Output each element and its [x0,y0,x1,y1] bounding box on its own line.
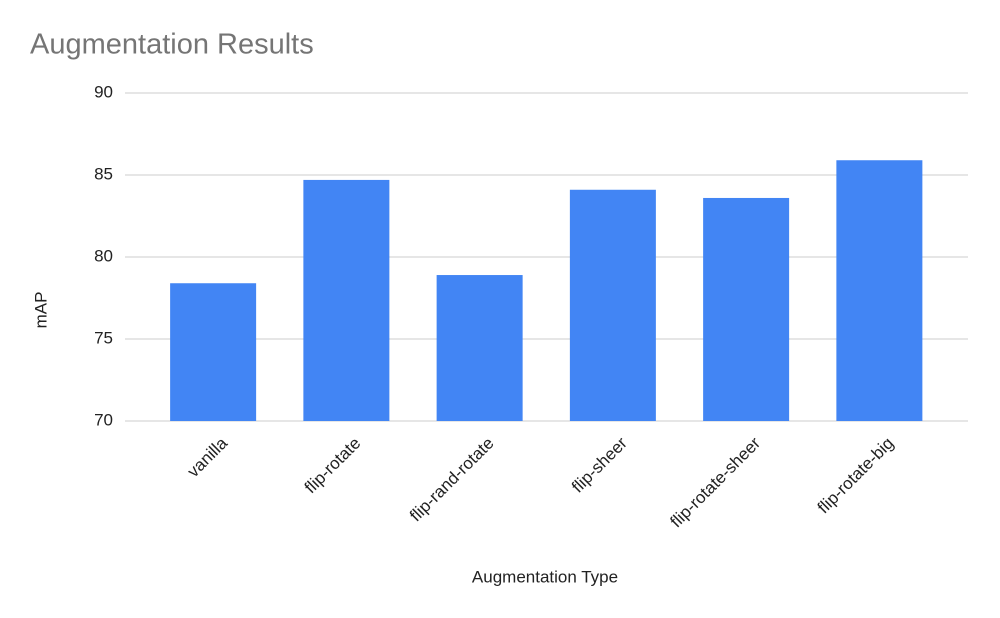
y-tick-label: 80 [94,246,113,265]
bar [303,179,390,421]
y-axis-label: mAP [31,292,50,329]
y-tick-label: 90 [94,82,113,101]
bar [703,197,790,421]
bar [170,283,257,421]
y-tick-label: 75 [94,328,113,347]
bar [836,160,923,422]
bar [436,275,523,421]
chart-title: Augmentation Results [30,29,314,61]
y-tick-label: 70 [94,410,113,429]
x-axis-label: Augmentation Type [472,567,618,586]
bar [569,189,656,421]
y-tick-label: 85 [94,164,113,183]
